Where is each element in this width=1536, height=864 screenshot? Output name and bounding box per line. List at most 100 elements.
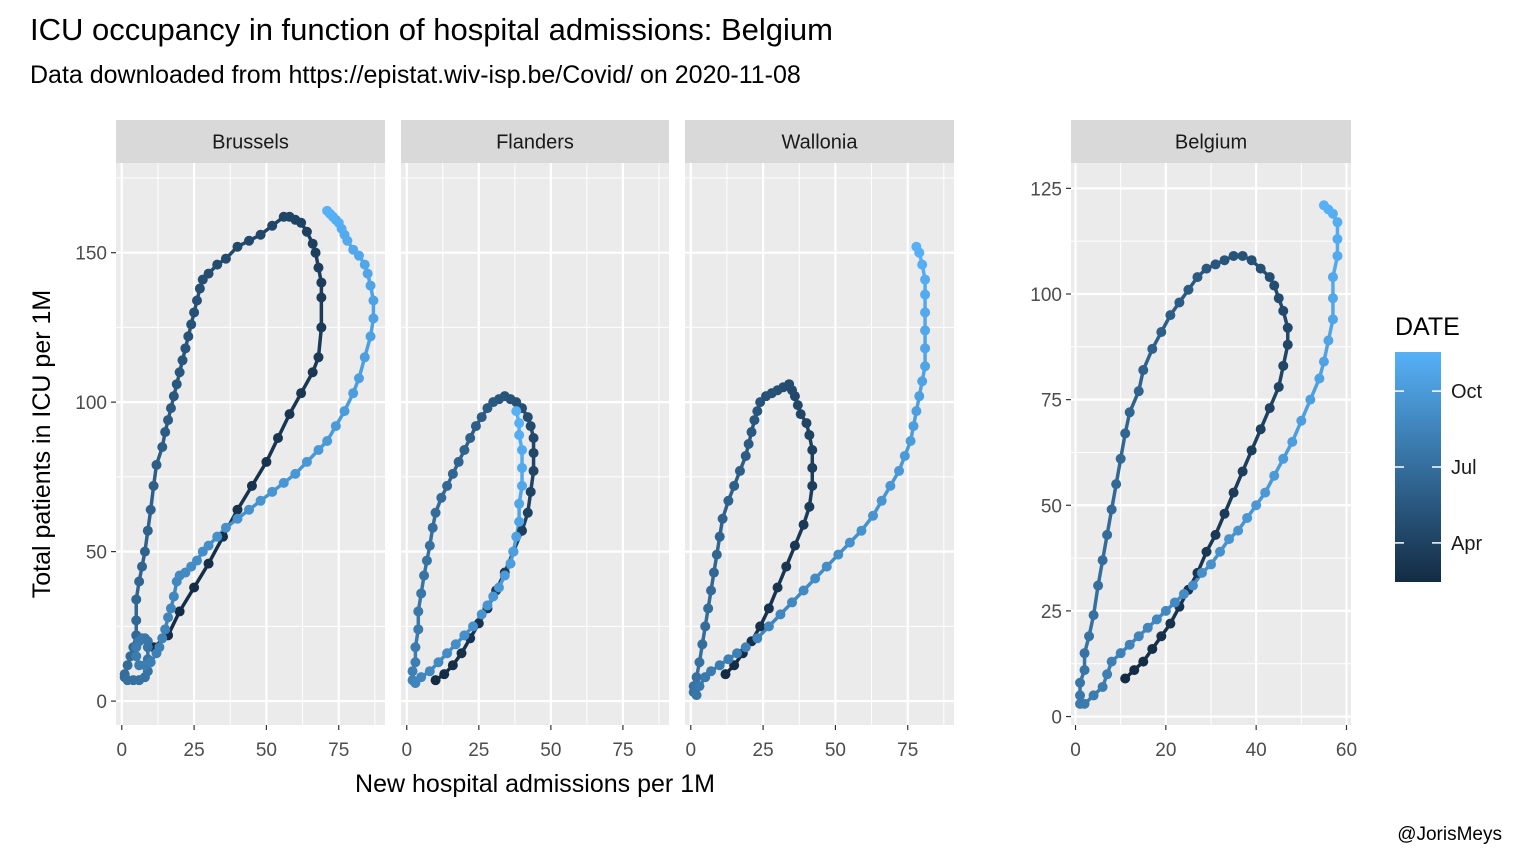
- data-point-brussels: [365, 280, 376, 291]
- data-point-belgium: [1124, 639, 1135, 650]
- data-point-brussels: [272, 433, 283, 444]
- data-point-brussels: [348, 388, 359, 399]
- data-point-flanders: [517, 480, 528, 491]
- data-point-belgium: [1138, 365, 1149, 376]
- data-point-wallonia: [746, 427, 757, 438]
- data-point-belgium: [1106, 656, 1117, 667]
- data-point-flanders: [424, 666, 435, 677]
- data-point-brussels: [157, 633, 168, 644]
- data-point-wallonia: [697, 639, 708, 650]
- data-point-flanders: [416, 672, 427, 683]
- data-point-flanders: [528, 447, 539, 458]
- data-point-brussels: [322, 436, 333, 447]
- data-point-belgium: [1183, 284, 1194, 295]
- data-point-wallonia: [720, 669, 731, 680]
- data-point-brussels: [203, 558, 214, 569]
- series-line-segment-brussels: [206, 534, 225, 566]
- data-point-flanders: [476, 609, 487, 620]
- data-point-belgium: [1215, 546, 1226, 557]
- data-point-belgium: [1273, 293, 1284, 304]
- data-point-wallonia: [711, 549, 722, 560]
- data-point-belgium: [1093, 580, 1104, 591]
- data-point-flanders: [511, 406, 522, 417]
- data-point-flanders: [514, 498, 525, 509]
- data-point-brussels: [189, 582, 200, 593]
- data-point-brussels: [362, 268, 373, 279]
- data-point-brussels: [244, 504, 255, 515]
- data-point-flanders: [499, 570, 510, 581]
- data-point-wallonia: [911, 241, 922, 252]
- data-point-brussels: [255, 229, 266, 240]
- data-point-brussels: [163, 415, 174, 426]
- data-point-wallonia: [714, 660, 725, 671]
- data-point-flanders: [442, 648, 453, 659]
- data-point-flanders: [413, 606, 424, 617]
- data-point-flanders: [439, 669, 450, 680]
- data-point-belgium: [1102, 669, 1113, 680]
- data-point-flanders: [482, 403, 493, 414]
- facet-label-belgium: Belgium: [1175, 132, 1247, 154]
- data-point-belgium: [1228, 487, 1239, 498]
- data-point-brussels: [160, 624, 171, 635]
- facet-strip-wallonia: [685, 120, 954, 163]
- data-point-belgium: [1111, 479, 1122, 490]
- y-tick-label: 100: [75, 393, 107, 414]
- data-point-flanders: [447, 660, 458, 671]
- data-point-belgium: [1327, 314, 1338, 325]
- data-point-brussels: [165, 403, 176, 414]
- data-point-belgium: [1264, 272, 1275, 283]
- data-point-brussels: [290, 468, 301, 479]
- data-point-flanders: [436, 492, 447, 503]
- data-point-wallonia: [694, 681, 705, 692]
- data-point-wallonia: [740, 450, 751, 461]
- data-point-brussels: [316, 292, 327, 303]
- data-point-wallonia: [734, 465, 745, 476]
- data-point-flanders: [456, 648, 467, 659]
- data-point-wallonia: [833, 549, 844, 560]
- data-point-belgium: [1246, 445, 1257, 456]
- data-point-brussels: [203, 540, 214, 551]
- data-point-wallonia: [706, 666, 717, 677]
- x-tick-label: 0: [401, 740, 412, 761]
- data-point-belgium: [1327, 293, 1338, 304]
- data-point-wallonia: [920, 274, 931, 285]
- data-point-wallonia: [723, 495, 734, 506]
- data-point-flanders: [433, 657, 444, 668]
- data-point-belgium: [1075, 690, 1086, 701]
- data-point-brussels: [139, 546, 150, 557]
- data-point-belgium: [1332, 234, 1343, 245]
- data-point-brussels: [313, 352, 324, 363]
- data-point-belgium: [1273, 381, 1284, 392]
- data-point-flanders: [430, 675, 441, 686]
- data-point-belgium: [1165, 618, 1176, 629]
- data-point-belgium: [1075, 677, 1086, 688]
- data-point-belgium: [1115, 453, 1126, 464]
- data-point-brussels: [186, 319, 197, 330]
- data-point-brussels: [131, 651, 142, 662]
- data-point-brussels: [232, 241, 243, 252]
- x-axis-title: New hospital admissions per 1M: [355, 770, 715, 798]
- data-point-belgium: [1178, 589, 1189, 600]
- data-point-wallonia: [899, 450, 910, 461]
- data-point-brussels: [339, 406, 350, 417]
- data-point-wallonia: [795, 409, 806, 420]
- data-point-wallonia: [717, 513, 728, 524]
- data-point-wallonia: [920, 361, 931, 372]
- data-point-brussels: [168, 391, 179, 402]
- chart-title: ICU occupancy in function of hospital ad…: [30, 12, 833, 47]
- data-point-wallonia: [694, 657, 705, 668]
- data-point-belgium: [1327, 272, 1338, 283]
- data-point-brussels: [322, 205, 333, 216]
- data-point-belgium: [1282, 322, 1293, 333]
- data-point-brussels: [191, 295, 202, 306]
- data-point-belgium: [1169, 597, 1180, 608]
- facet-strip-brussels: [116, 120, 385, 163]
- data-point-belgium: [1115, 648, 1126, 659]
- data-point-belgium: [1264, 403, 1275, 414]
- data-point-wallonia: [763, 603, 774, 614]
- data-point-brussels: [359, 352, 370, 363]
- data-point-wallonia: [798, 585, 809, 596]
- data-point-wallonia: [787, 597, 798, 608]
- x-tick-label: 75: [897, 740, 918, 761]
- data-point-belgium: [1097, 555, 1108, 566]
